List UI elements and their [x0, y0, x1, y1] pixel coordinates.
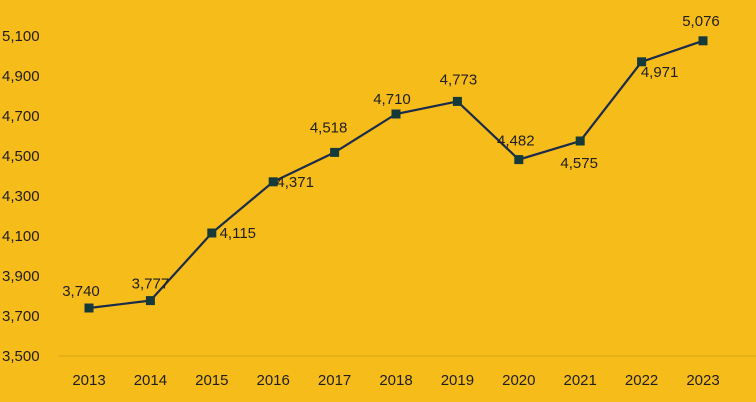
data-point-marker [145, 296, 155, 306]
data-label: 3,777 [132, 276, 170, 293]
x-tick-label: 2013 [72, 372, 105, 389]
y-tick-label: 3,500 [2, 348, 40, 365]
data-label: 4,115 [220, 225, 256, 242]
data-label: 4,482 [497, 133, 535, 150]
data-markers [84, 36, 708, 313]
data-point-marker [698, 36, 708, 46]
data-label: 4,971 [641, 64, 679, 81]
y-tick-label: 4,900 [2, 68, 40, 85]
data-label: 4,575 [560, 155, 598, 172]
data-label: 4,371 [276, 174, 314, 191]
x-tick-label: 2016 [257, 372, 290, 389]
x-tick-label: 2014 [134, 372, 167, 389]
x-tick-label: 2023 [686, 372, 719, 389]
x-axis-ticks: 2013 2014 2015 2016 2017 2018 2019 2020 2021 2022… [72, 372, 719, 389]
data-point-marker [330, 147, 340, 157]
x-tick-label: 2022 [625, 372, 658, 389]
data-point-marker [268, 177, 278, 187]
y-tick-label: 4,700 [2, 108, 40, 125]
y-axis-ticks: 3,500 3,700 3,900 4,100 4,300 4,500 4,700 4,900… [2, 28, 40, 365]
x-tick-label: 2019 [441, 372, 474, 389]
data-label: 4,773 [440, 71, 478, 88]
y-tick-label: 4,100 [2, 228, 40, 245]
y-tick-label: 5,100 [2, 28, 40, 45]
data-point-marker [514, 155, 524, 165]
y-tick-label: 4,500 [2, 148, 40, 165]
data-point-marker [207, 228, 217, 238]
x-tick-label: 2015 [195, 372, 228, 389]
data-label: 5,076 [682, 13, 720, 30]
data-label: 4,710 [373, 91, 411, 108]
data-label: 4,518 [310, 119, 348, 136]
y-tick-label: 4,300 [2, 188, 40, 205]
y-tick-label: 3,900 [2, 268, 40, 285]
data-point-marker [452, 96, 462, 106]
x-tick-label: 2018 [379, 372, 412, 389]
y-tick-label: 3,700 [2, 308, 40, 325]
x-tick-label: 2021 [564, 372, 597, 389]
x-tick-label: 2017 [318, 372, 351, 389]
data-point-marker [575, 136, 585, 146]
data-labels: 3,740 3,777 4,115 4,371 4,518 4,710 4,773 4,482… [62, 13, 720, 300]
data-point-marker [391, 109, 401, 119]
data-point-marker [637, 57, 647, 67]
x-tick-label: 2020 [502, 372, 535, 389]
data-label: 3,740 [62, 283, 100, 300]
data-point-marker [84, 303, 94, 313]
